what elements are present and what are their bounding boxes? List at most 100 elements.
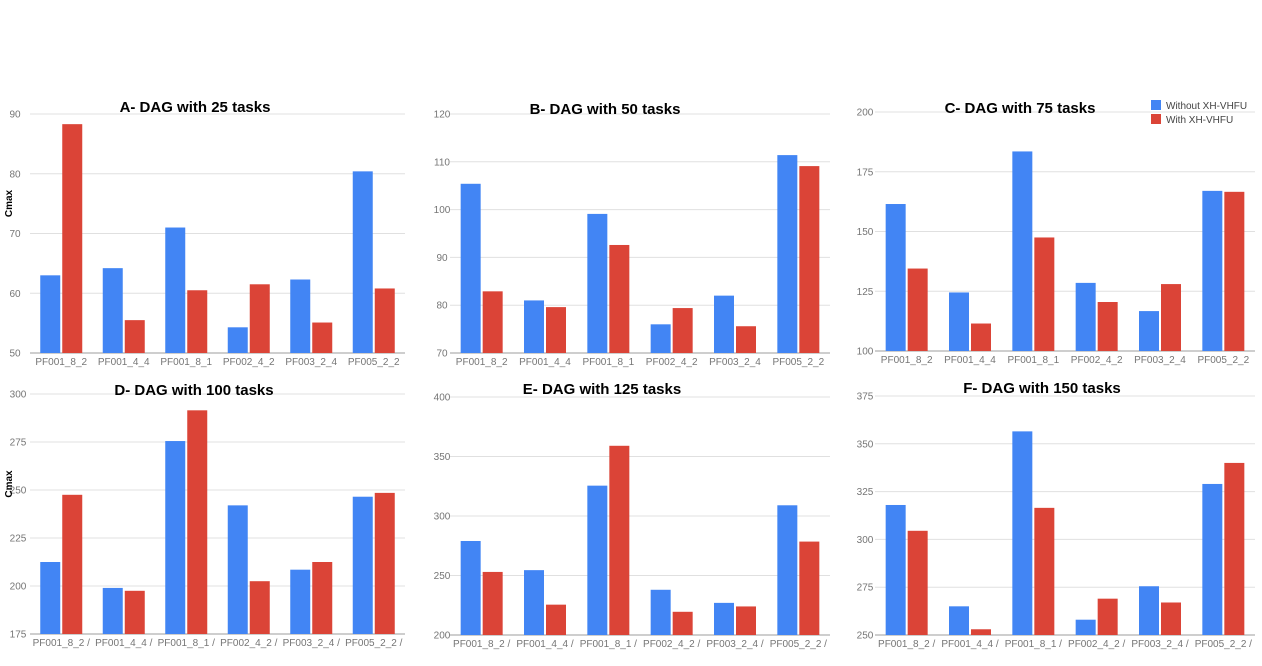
y-tick-label: 125	[857, 287, 874, 298]
bar-with-pf003_2_4	[1161, 284, 1181, 351]
x-tick-label: PF002_4_2 /	[1068, 639, 1125, 650]
x-tick-label: PF001_8_2 /	[33, 638, 90, 649]
x-tick-label: PF002_4_2	[646, 357, 698, 368]
y-axis-label: Cmax	[4, 189, 15, 217]
chart-title: B- DAG with 50 tasks	[530, 101, 681, 118]
bar-without-pf005_2_2	[1202, 190, 1223, 351]
y-tick-label: 100	[857, 347, 874, 358]
x-tick-label: PF001_8_1 /	[158, 638, 215, 649]
x-tick-label: PF001_4_4	[519, 357, 571, 368]
x-tick-label: PF001_4_4 /	[516, 639, 573, 650]
bar-without-pf005_2_2	[777, 505, 798, 635]
bar-with-pf002_4_2	[1097, 598, 1118, 635]
y-tick-label: 350	[857, 439, 874, 450]
bar-with-pf001_8_1	[1034, 237, 1055, 351]
y-tick-label: 350	[434, 452, 451, 463]
bar-with-pf003_2_4	[312, 562, 333, 634]
bar-with-pf005_2_2	[1224, 191, 1245, 351]
y-tick-label: 175	[857, 167, 874, 178]
chart-title: A- DAG with 25 tasks	[120, 99, 271, 116]
x-tick-label: PF001_4_4	[98, 357, 150, 368]
bar-without-pf001_4_4	[949, 292, 969, 351]
x-tick-label: PF003_2_4 /	[706, 639, 763, 650]
bar-with-pf001_4_4	[971, 323, 991, 351]
bar-without-pf005_2_2	[352, 496, 373, 634]
bar-without-pf002_4_2	[1075, 619, 1096, 635]
bar-with-pf002_4_2	[1097, 302, 1118, 351]
y-tick-label: 300	[10, 390, 27, 401]
bar-without-pf003_2_4	[290, 279, 311, 353]
y-tick-label: 325	[857, 487, 874, 498]
y-tick-label: 275	[857, 583, 874, 594]
x-tick-label: PF003_2_4 /	[1131, 639, 1188, 650]
bar-with-pf001_4_4	[124, 590, 145, 634]
bar-without-pf001_8_2	[885, 504, 906, 635]
y-tick-label: 100	[434, 205, 451, 216]
y-tick-label: 250	[10, 486, 27, 497]
bar-with-pf001_4_4	[971, 629, 991, 635]
x-tick-label: PF003_2_4	[1134, 355, 1186, 366]
x-tick-label: PF005_2_2 /	[345, 638, 402, 649]
chart-panel-6: 250 275 300 325 350 375 PF001_8_2 / PF001_4_4 /…	[857, 380, 1255, 650]
y-tick-label: 120	[434, 110, 451, 121]
legend-label: Without XH-VHFU	[1166, 101, 1247, 112]
legend-swatch	[1151, 100, 1161, 110]
bar-without-pf001_8_2	[885, 204, 906, 351]
y-tick-label: 300	[434, 512, 451, 523]
y-tick-label: 300	[857, 535, 874, 546]
bar-without-pf001_8_2	[460, 540, 481, 635]
bar-with-pf001_8_1	[609, 244, 630, 353]
chart-panel-3: 100 125 150 175 200 PF001_8_2 PF001_4_4 PF001_8…	[857, 100, 1255, 366]
bar-without-pf002_4_2	[1075, 282, 1096, 351]
bar-without-pf001_8_1	[1012, 431, 1033, 635]
x-tick-label: PF001_8_2	[881, 355, 933, 366]
x-tick-label: PF001_8_1	[1007, 355, 1059, 366]
bar-with-pf005_2_2	[1224, 462, 1245, 635]
legend: Without XH-VHFU With XH-VHFU	[1151, 100, 1247, 126]
bar-without-pf005_2_2	[777, 155, 798, 353]
bar-without-pf001_4_4	[524, 300, 544, 353]
bar-with-pf002_4_2	[672, 611, 693, 635]
bar-without-pf001_8_1	[165, 227, 186, 353]
bar-without-pf003_2_4	[290, 569, 311, 634]
bar-with-pf001_8_2	[482, 571, 503, 635]
y-tick-label: 200	[10, 582, 27, 593]
x-tick-label: PF002_4_2 /	[643, 639, 700, 650]
bar-with-pf001_8_2	[907, 268, 928, 351]
bar-with-pf003_2_4	[736, 326, 756, 353]
bar-without-pf003_2_4	[714, 295, 734, 353]
y-tick-label: 150	[857, 227, 874, 238]
bar-without-pf005_2_2	[352, 171, 373, 353]
bar-without-pf003_2_4	[1139, 586, 1159, 635]
y-tick-label: 400	[434, 393, 451, 404]
bar-without-pf001_4_4	[102, 268, 123, 353]
x-tick-label: PF005_2_2	[772, 357, 824, 368]
bar-with-pf002_4_2	[249, 284, 270, 353]
x-tick-label: PF005_2_2 /	[770, 639, 827, 650]
bar-without-pf001_8_1	[165, 441, 186, 634]
x-tick-label: PF001_8_2	[456, 357, 508, 368]
chart-title: E- DAG with 125 tasks	[523, 381, 681, 398]
x-tick-label: PF001_8_1 /	[1005, 639, 1062, 650]
y-tick-label: 110	[434, 157, 450, 168]
bar-with-pf001_8_2	[907, 530, 928, 635]
bar-without-pf003_2_4	[714, 602, 734, 635]
chart-title: D- DAG with 100 tasks	[114, 382, 273, 399]
bar-without-pf003_2_4	[1139, 311, 1159, 351]
bar-with-pf005_2_2	[374, 492, 395, 634]
bar-with-pf002_4_2	[672, 308, 693, 353]
bar-without-pf002_4_2	[650, 324, 671, 353]
y-tick-label: 225	[10, 534, 27, 545]
bar-with-pf003_2_4	[736, 606, 756, 635]
x-tick-label: PF001_8_2	[35, 357, 87, 368]
x-tick-label: PF001_8_1	[582, 357, 634, 368]
bar-with-pf001_4_4	[546, 307, 566, 353]
legend-label: With XH-VHFU	[1166, 115, 1233, 126]
x-tick-label: PF001_8_2 /	[878, 639, 935, 650]
chart-panel-5: 200 250 300 350 400 PF001_8_2 / PF001_4_4 / PF0…	[434, 381, 830, 650]
bar-with-pf003_2_4	[1161, 602, 1181, 635]
y-tick-label: 70	[436, 349, 448, 360]
chart-panel-1: 50 60 70 80 90 PF001_8_2 PF001_4_4 PF001_8_1 PF0…	[4, 99, 405, 368]
y-tick-label: 275	[10, 438, 27, 449]
